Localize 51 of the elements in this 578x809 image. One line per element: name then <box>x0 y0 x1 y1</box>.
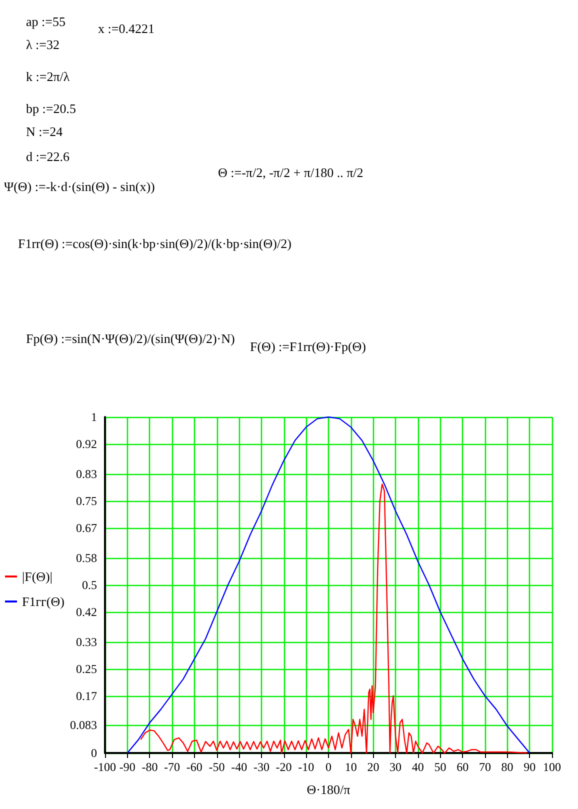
x-tick-label: 60 <box>456 760 469 774</box>
x-tick-label: -50 <box>208 760 225 774</box>
x-tick-label: -10 <box>298 760 314 774</box>
legend-label: |F(Θ)| <box>22 569 52 584</box>
x-tick-label: 30 <box>390 760 402 774</box>
text: N :=24 <box>26 124 64 139</box>
y-tick-label: 0.25 <box>76 662 97 676</box>
y-tick-label: 0.083 <box>70 718 97 732</box>
x-tick-label: -80 <box>142 760 158 774</box>
text: d :=22.6 <box>26 149 70 164</box>
x-tick-label: 0 <box>326 760 332 774</box>
x-tick-label: 40 <box>412 760 424 774</box>
line-series <box>126 416 530 754</box>
text: F1rr(Θ) :=cos(Θ)·sin(k·bp·sin(Θ)/2)/(k·bp·sin(Θ)/2) <box>18 236 292 251</box>
y-tick-label: 0.83 <box>76 467 97 482</box>
y-tick-label: 0.58 <box>76 551 97 566</box>
x-tick-label: 20 <box>367 760 380 774</box>
text: x :=0.4221 <box>98 21 154 36</box>
text: ap :=55 <box>26 14 66 29</box>
x-tick-label: 70 <box>478 760 491 774</box>
x-axis-title: Θ·180/π <box>306 782 351 797</box>
text: Ψ(Θ) :=-k·d·(sin(Θ) - sin(x)) <box>4 179 155 194</box>
x-tick-label: -70 <box>164 760 180 774</box>
line-series <box>140 484 528 754</box>
x-tick-label: 80 <box>501 760 514 774</box>
x-tick-label: -100 <box>94 760 116 774</box>
y-tick-label: 0 <box>91 746 97 760</box>
y-tick-label: 0.75 <box>76 494 97 508</box>
y-tick-label: 0.92 <box>76 436 97 451</box>
x-tick-label: 10 <box>344 760 357 774</box>
x-tick-label: 90 <box>524 760 536 774</box>
text: bp :=20.5 <box>26 101 76 116</box>
x-tick-label: 100 <box>543 760 561 774</box>
x-tick-label: 50 <box>434 760 446 774</box>
y-tick-label: 0.33 <box>76 635 97 650</box>
y-tick-label: 0.67 <box>76 520 97 535</box>
x-tick-label: -90 <box>119 760 136 774</box>
y-tick-label: 1 <box>91 410 97 424</box>
text: F(Θ) :=F1rr(Θ)·Fp(Θ) <box>250 339 366 354</box>
text: Θ :=-π/2, -π/2 + π/180 .. π/2 <box>218 165 364 180</box>
y-tick-label: 0.17 <box>76 688 97 703</box>
text: k :=2π/λ <box>26 69 70 84</box>
legend-label: F1гг(Θ) <box>22 594 64 609</box>
text: λ :=32 <box>26 37 60 52</box>
x-tick-label: -40 <box>231 760 248 774</box>
x-tick-label: -60 <box>186 760 202 774</box>
x-tick-label: -20 <box>276 760 292 774</box>
y-tick-label: 0.42 <box>76 604 97 619</box>
x-tick-label: -30 <box>253 760 270 774</box>
text: Fp(Θ) :=sin(N·Ψ(Θ)/2)/(sin(Ψ(Θ)/2)·N) <box>26 331 235 346</box>
y-tick-label: 0.5 <box>82 578 97 592</box>
